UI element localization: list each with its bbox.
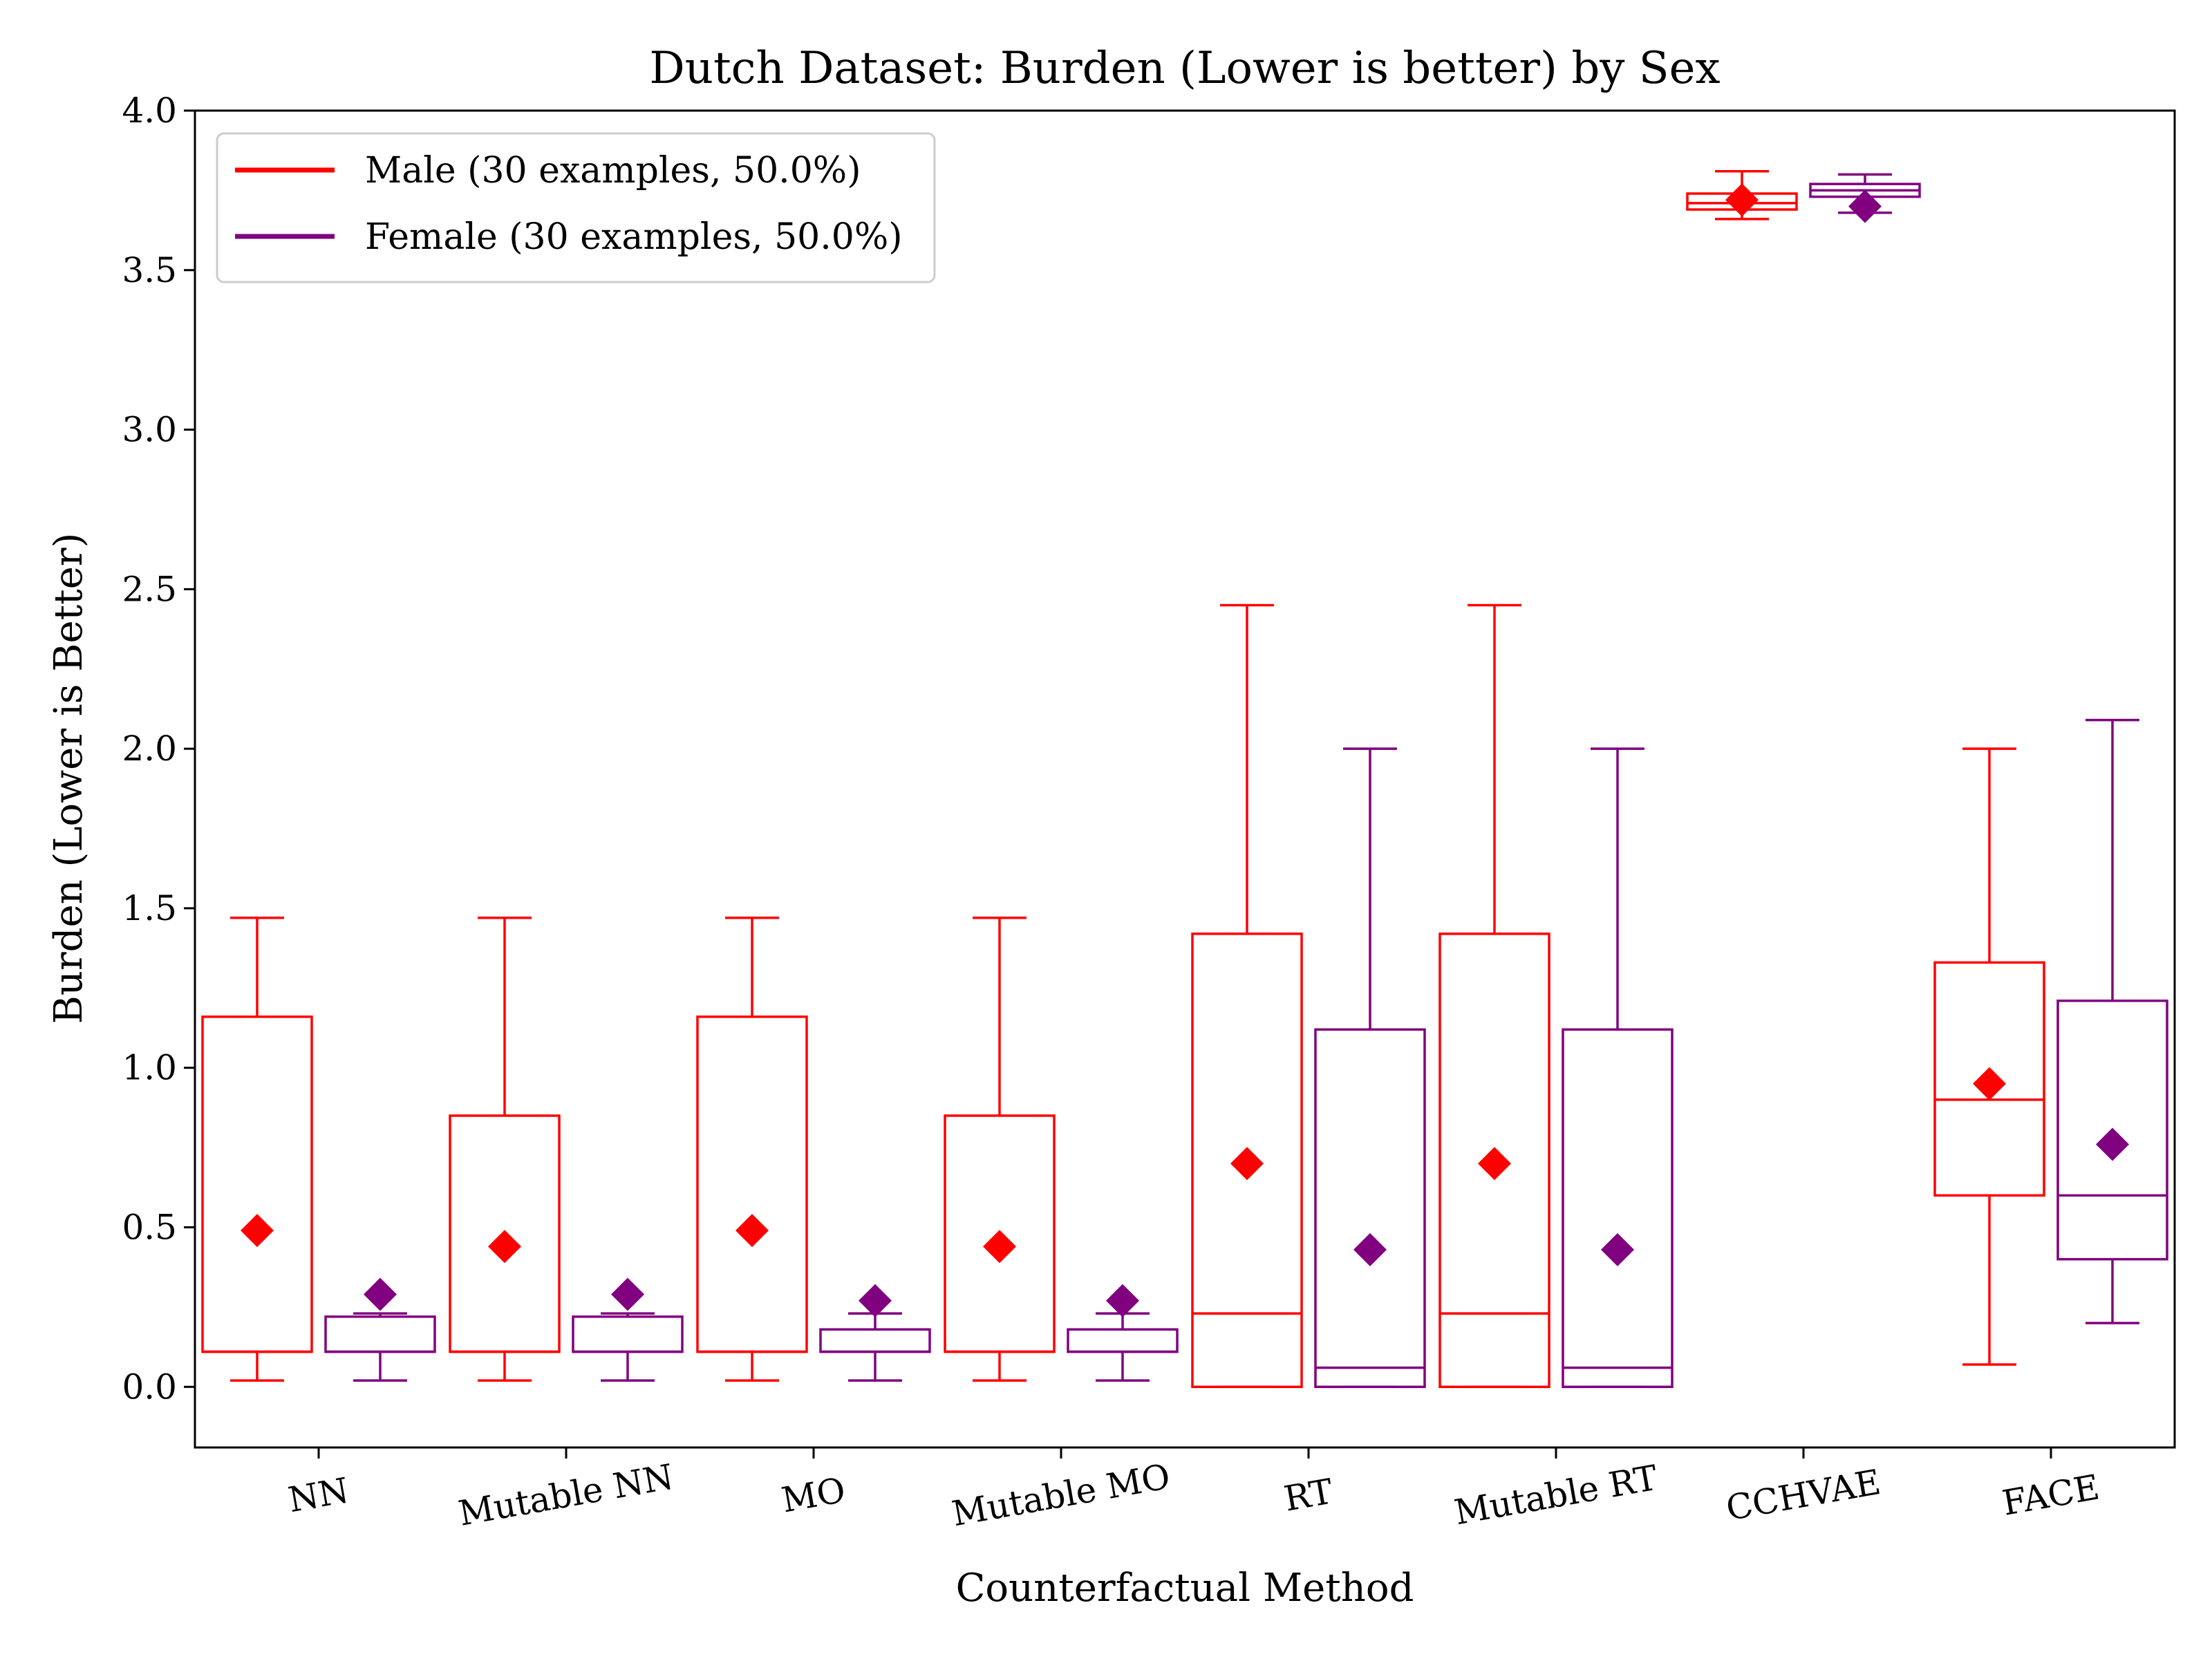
legend: Male (30 examples, 50.0%) Female (30 exa… <box>216 132 936 283</box>
box-female-rt <box>1314 747 1426 1389</box>
box-male-mutable-mo <box>944 917 1056 1382</box>
box-iqr <box>1562 1028 1674 1389</box>
box-male-nn <box>201 917 313 1382</box>
chart-title: Dutch Dataset: Burden (Lower is better) … <box>649 43 1720 94</box>
y-tick-label: 0.0 <box>122 1367 177 1407</box>
box-female-face <box>2056 718 2168 1324</box>
box-iqr <box>1438 932 1550 1389</box>
mean-marker <box>735 1214 769 1248</box>
mean-marker <box>1973 1067 2006 1100</box>
y-tick-label: 4.0 <box>122 91 177 131</box>
y-tick-label: 2.0 <box>122 729 177 769</box>
mean-marker <box>1106 1284 1139 1318</box>
plot-frame <box>194 109 2176 1449</box>
y-axis-label: Burden (Lower is Better) <box>46 533 91 1024</box>
box-iqr <box>1314 1028 1426 1389</box>
mean-marker <box>364 1277 397 1311</box>
y-tick-label: 1.0 <box>122 1048 177 1088</box>
x-tick-label: CCHVAE <box>1723 1462 1884 1528</box>
x-tick-label: Mutable MO <box>949 1456 1173 1535</box>
box-iqr <box>201 1015 313 1353</box>
y-tick-label: 2.5 <box>122 569 177 609</box>
mean-marker <box>1230 1147 1264 1181</box>
x-tick-label: FACE <box>1999 1467 2102 1524</box>
y-axis: 0.0 0.5 1.0 1.5 2.0 2.5 3.0 3.5 4.0 <box>122 91 195 1407</box>
x-tick-label: NN <box>285 1470 352 1520</box>
box-male-mutable-nn <box>449 917 561 1382</box>
box-iqr <box>1067 1328 1179 1353</box>
y-tick-label: 3.0 <box>122 410 177 450</box>
box-male-rt <box>1191 603 1303 1389</box>
box-iqr <box>572 1315 684 1353</box>
box-female-mutable-rt <box>1562 747 1674 1389</box>
box-iqr <box>2056 1000 2168 1261</box>
box-female-cchvae <box>1809 173 1921 223</box>
y-tick-label: 1.5 <box>122 888 177 928</box>
box-iqr <box>819 1328 931 1353</box>
x-tick-label: MO <box>778 1470 848 1520</box>
box-iqr <box>1191 932 1303 1389</box>
mean-marker <box>1725 183 1759 217</box>
mean-marker <box>1601 1232 1634 1266</box>
mean-marker <box>1478 1147 1511 1181</box>
box-male-mutable-rt <box>1438 603 1550 1389</box>
box-iqr <box>1933 961 2045 1197</box>
legend-label-female: Female (30 examples, 50.0%) <box>365 216 903 258</box>
x-axis-label: Counterfactual Method <box>956 1566 1414 1611</box>
box-female-mutable-nn <box>572 1277 684 1382</box>
mean-marker <box>488 1230 521 1264</box>
box-iqr <box>324 1315 436 1353</box>
mean-marker <box>2096 1127 2129 1161</box>
mean-marker <box>1353 1232 1387 1266</box>
y-tick-label: 0.5 <box>122 1208 177 1248</box>
x-tick-label: RT <box>1281 1471 1335 1519</box>
x-tick-label: Mutable RT <box>1452 1458 1660 1533</box>
box-male-mo <box>696 917 808 1382</box>
box-iqr <box>696 1015 808 1353</box>
box-male-cchvae <box>1686 169 1798 221</box>
box-female-mo <box>819 1284 931 1382</box>
y-tick-label: 3.5 <box>122 250 177 290</box>
mean-marker <box>241 1214 274 1248</box>
mean-marker <box>611 1277 644 1311</box>
box-male-face <box>1933 747 2045 1366</box>
box-female-nn <box>324 1277 436 1382</box>
mean-marker <box>859 1284 892 1318</box>
mean-marker <box>983 1230 1016 1264</box>
box-female-mutable-mo <box>1067 1284 1179 1382</box>
plot-area <box>201 169 2168 1389</box>
legend-label-male: Male (30 examples, 50.0%) <box>365 150 861 191</box>
legend-frame <box>216 132 936 283</box>
x-tick-label: Mutable NN <box>456 1456 677 1534</box>
x-axis: NN Mutable NN MO Mutable MO RT Mutable RT CCHV… <box>285 1447 2102 1535</box>
mean-marker <box>1848 189 1882 223</box>
